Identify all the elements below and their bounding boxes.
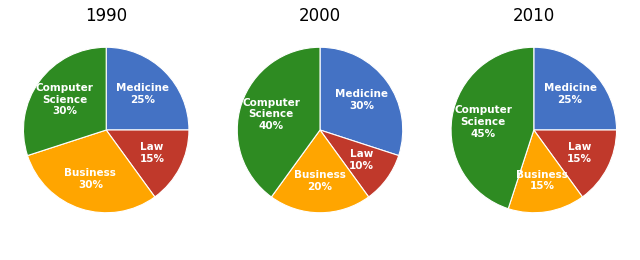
Title: 2000: 2000: [299, 7, 341, 25]
Wedge shape: [320, 130, 399, 197]
Title: 1990: 1990: [85, 7, 127, 25]
Text: Computer
Science
40%: Computer Science 40%: [243, 98, 300, 131]
Wedge shape: [106, 47, 189, 130]
Wedge shape: [106, 130, 189, 197]
Text: Law
15%: Law 15%: [140, 142, 164, 164]
Text: Computer
Science
30%: Computer Science 30%: [36, 83, 93, 116]
Text: Law
10%: Law 10%: [349, 149, 374, 171]
Wedge shape: [271, 130, 369, 213]
Wedge shape: [28, 130, 155, 213]
Text: Law
15%: Law 15%: [567, 142, 592, 164]
Wedge shape: [237, 47, 320, 197]
Text: Business
20%: Business 20%: [294, 171, 346, 192]
Wedge shape: [24, 47, 106, 155]
Text: Medicine
30%: Medicine 30%: [335, 89, 388, 111]
Text: Business
15%: Business 15%: [516, 170, 568, 191]
Text: Medicine
25%: Medicine 25%: [543, 83, 596, 105]
Wedge shape: [451, 47, 534, 209]
Text: Computer
Science
45%: Computer Science 45%: [454, 105, 512, 139]
Wedge shape: [320, 47, 403, 155]
Text: Business
30%: Business 30%: [65, 168, 116, 190]
Wedge shape: [534, 47, 616, 130]
Title: 2010: 2010: [513, 7, 555, 25]
Wedge shape: [534, 130, 616, 197]
Wedge shape: [508, 130, 582, 213]
Text: Medicine
25%: Medicine 25%: [116, 83, 169, 105]
